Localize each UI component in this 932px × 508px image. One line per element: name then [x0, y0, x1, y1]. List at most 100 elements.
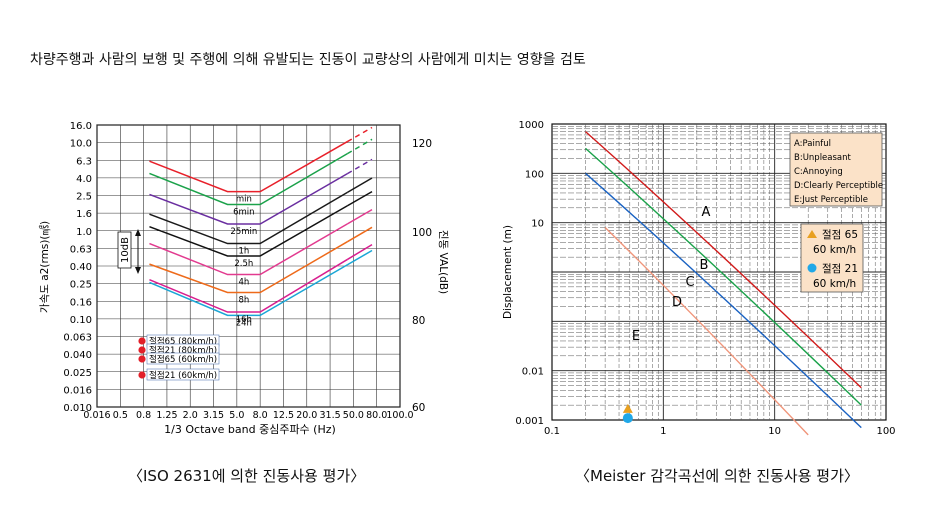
- iso-series-tail-1h: [347, 177, 373, 194]
- meister-point-circle: [622, 413, 633, 424]
- meister-y-tick-label: 10: [531, 219, 544, 230]
- iso-legend-label: 절점21 (60km/h): [149, 370, 217, 381]
- meister-x-tick-label: 0.1: [544, 426, 560, 437]
- iso-y-tick-label: 16.0: [70, 121, 92, 132]
- iso-x-tick-label: 2.0: [183, 410, 198, 421]
- iso-curve-label-1h: 1h: [238, 247, 249, 257]
- iso-x-tick-label: 50.0: [343, 410, 364, 421]
- iso-curve-label-4h: 4h: [238, 278, 249, 288]
- iso-x-tick-label: 1.25: [156, 410, 177, 421]
- iso-series-line-25min: [149, 172, 348, 225]
- iso-curve-label-2.5h: 2.5h: [234, 259, 253, 269]
- meister-curve-C: [585, 172, 862, 429]
- iso-series-line-min: [149, 140, 348, 193]
- iso-series-tail-4h: [347, 208, 373, 225]
- iso-y-tick-label: 0.063: [63, 333, 92, 344]
- iso-series-line-6min: [149, 153, 348, 206]
- meister-curve-label-B: B: [700, 258, 709, 273]
- meister-legend-entry: C:Annoying: [794, 167, 843, 177]
- iso-curve-label-min: min: [236, 195, 252, 205]
- iso-series-line-24h: [149, 264, 348, 317]
- iso-x-tick-label: 8.0: [253, 410, 268, 421]
- iso-series-line-2.5h: [149, 205, 348, 257]
- meister-x-tick-label: 1: [660, 426, 666, 437]
- iso-x-tick-label: 12.5: [273, 410, 294, 421]
- iso-curve-label-16h: 16h: [236, 315, 252, 325]
- iso-series-line-1h: [149, 191, 348, 245]
- legend-point-1-label: 절점 65: [822, 228, 858, 241]
- iso-10db-indicator: 10dB: [117, 229, 141, 274]
- iso-y-tick-label: 1.0: [76, 227, 92, 238]
- iso-y-tick-label: 0.010: [63, 403, 92, 414]
- iso-legend-marker: [138, 346, 146, 354]
- iso-y-tick-label: 0.40: [70, 262, 92, 273]
- iso-y2-tick-label: 60: [412, 402, 425, 414]
- iso-x-tick-labels: 0.016 0.5 0.8 1.25 2.0 3.15 5.0 8.0 12.5 20.0 31.5…: [83, 410, 413, 421]
- iso-y-tick-label: 10.0: [70, 139, 92, 150]
- iso-y2-axis-label: 진동 VAL(dB): [437, 230, 449, 294]
- iso-series-dash-25min: [347, 158, 373, 175]
- iso-series-line-8h: [149, 241, 348, 294]
- meister-y-tick-labels: 1000 100 10 0.01 0.001: [515, 120, 544, 427]
- iso-series-dash-6min: [347, 138, 373, 155]
- legend-point-1-speed: 60 km/h: [813, 244, 856, 256]
- iso-x-tick-label: 100.0: [386, 410, 413, 421]
- iso-curve-label-24h: 24h: [236, 318, 252, 328]
- meister-curve-label-D: D: [672, 295, 682, 310]
- meister-curve-label-C: C: [685, 275, 694, 290]
- iso-y-tick-label: 0.25: [70, 280, 92, 291]
- iso-y-tick-label: 0.16: [70, 297, 92, 308]
- iso-y2-tick-label: 100: [412, 227, 432, 239]
- iso-x-tick-label: 3.15: [203, 410, 224, 421]
- meister-curve-labels: A BCD E: [632, 205, 711, 344]
- iso-series-dash-min: [347, 126, 373, 143]
- meister-curve-label-E: E: [632, 329, 640, 344]
- iso-series-group: [149, 126, 373, 317]
- iso-y2-tick-label: 120: [412, 138, 432, 150]
- iso-y2-tick-label: 80: [412, 315, 425, 327]
- meister-curve-B: [585, 147, 862, 406]
- iso-legend: 절점65 (80km/h)절점21 (80km/h)절점65 (60km/h) 절…: [138, 334, 220, 381]
- meister-data-points: [622, 403, 633, 424]
- meister-legend-entry: E:Just Perceptible: [794, 195, 868, 205]
- iso-x-tick-label: 31.5: [319, 410, 340, 421]
- iso-grid: [96, 124, 401, 408]
- meister-series-group: [585, 131, 862, 436]
- iso-x-tick-label: 5.0: [229, 410, 244, 421]
- iso-y-tick-label: 4.0: [76, 174, 92, 185]
- iso-legend-label: 절점65 (80km/h): [149, 336, 217, 347]
- iso-y-tick-label: 0.025: [63, 368, 92, 379]
- legend-circle-marker: [807, 263, 817, 273]
- meister-y-tick-label: 100: [525, 169, 544, 180]
- meister-legend-entry: A:Painful: [794, 139, 831, 149]
- caption-right: 〈Meister 감각곡선에 의한 진동사용 평가〉: [575, 467, 859, 485]
- iso-legend-label: 절점21 (80km/h): [149, 345, 217, 356]
- iso-series-tail-16h: [347, 243, 373, 261]
- meister-curve-A: [585, 131, 862, 389]
- iso-curve-label-25min: 25min: [230, 227, 257, 237]
- iso-series-line-4h: [149, 223, 348, 276]
- iso-series-line-16h: [149, 258, 348, 313]
- iso-x-tick-label: 80.0: [366, 410, 387, 421]
- meister-curve-E: [604, 226, 809, 436]
- iso-series-tail-8h: [347, 226, 373, 243]
- iso-y2-tick-labels: 120 100 80 60: [412, 138, 432, 414]
- iso-chart: 16.0 10.0 6.3 4.0 2.5 1.6 1.0 0.63 0.40 0.25 0.16 0…: [39, 121, 449, 436]
- iso-legend-label: 절점65 (60km/h): [149, 354, 217, 365]
- meister-curve-label-A: A: [702, 205, 711, 220]
- iso-y-tick-label: 0.10: [70, 315, 92, 326]
- legend-point-2-speed: 60 km/h: [813, 278, 856, 290]
- iso-x-tick-label: 20.0: [296, 410, 317, 421]
- meister-chart: 1000 100 10 0.01 0.001 0.1 1 10 100 A BCD E A:Pai…: [502, 120, 896, 437]
- iso-y-axis-label: 가속도 a2(rms)(㎨): [39, 221, 51, 313]
- iso-y-tick-labels: 16.0 10.0 6.3 4.0 2.5 1.6 1.0 0.63 0.40 0.25 0.16 0…: [63, 121, 92, 414]
- meister-x-tick-label: 100: [876, 426, 895, 437]
- meister-legend-entry: D:Clearly Perceptible: [794, 181, 883, 191]
- iso-y-tick-label: 0.016: [63, 385, 92, 396]
- iso-series-tail-24h: [347, 249, 373, 266]
- meister-y-tick-label: 0.01: [522, 367, 544, 378]
- iso-curve-label-8h: 8h: [238, 295, 249, 305]
- iso-x-tick-label: 0.5: [113, 410, 128, 421]
